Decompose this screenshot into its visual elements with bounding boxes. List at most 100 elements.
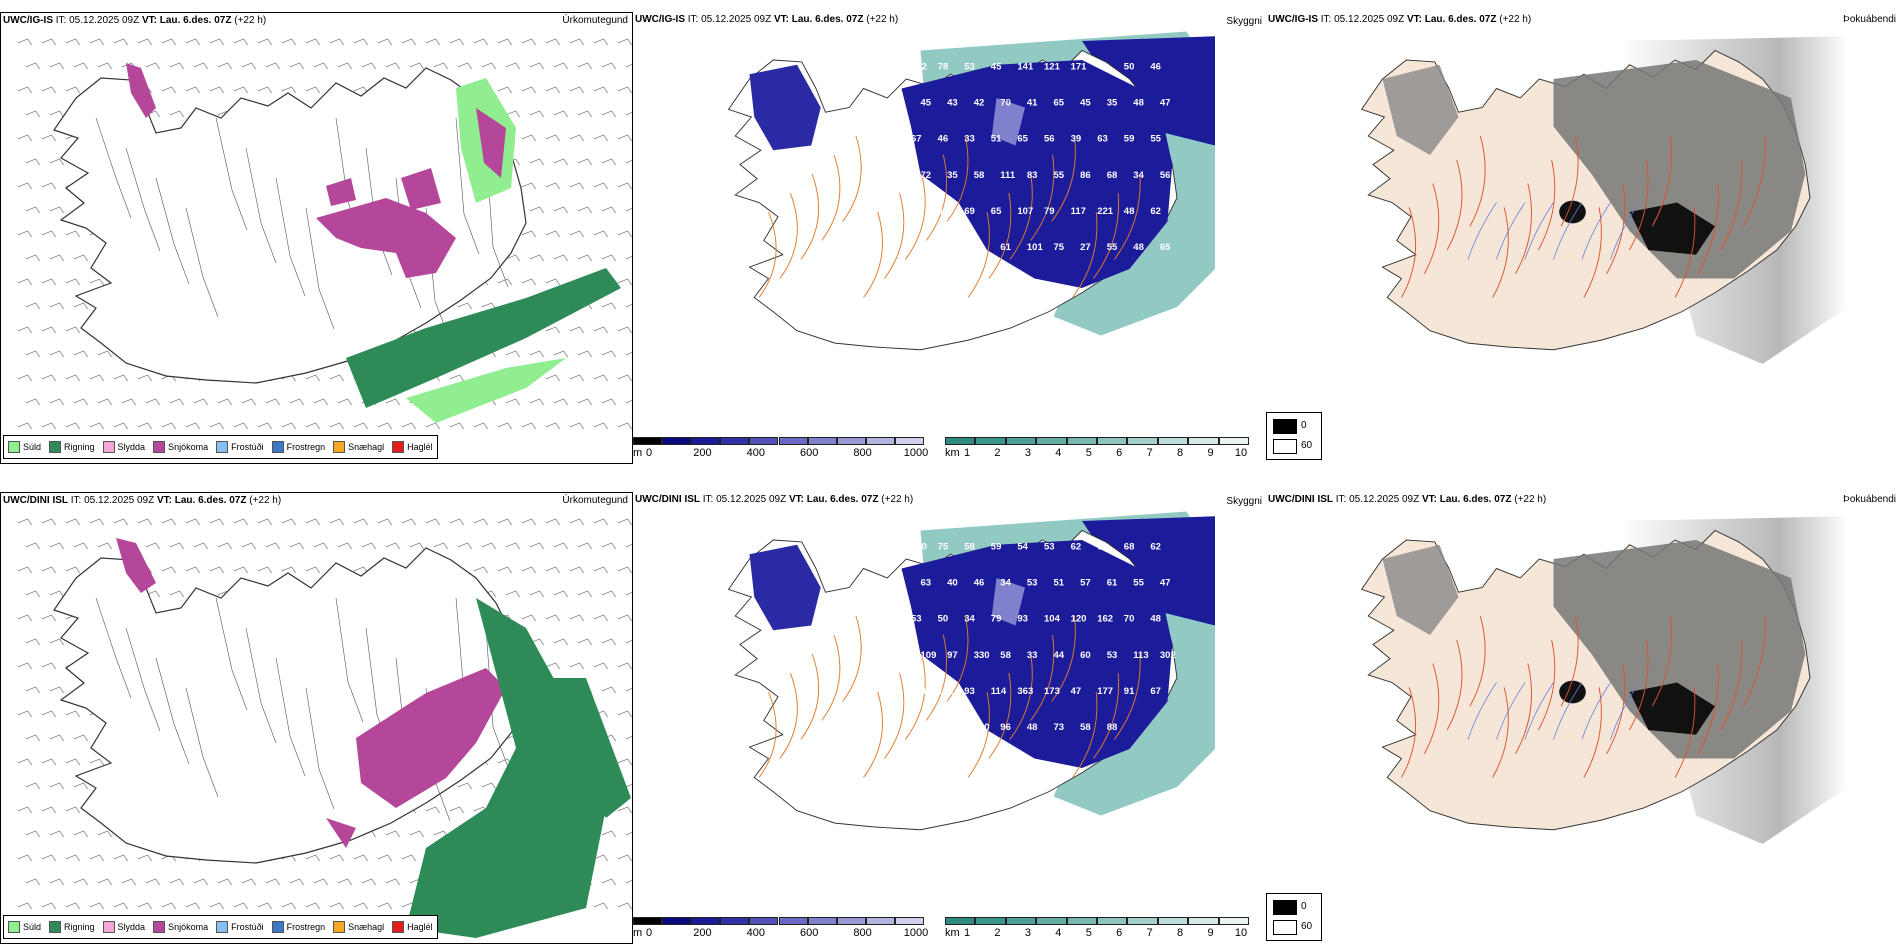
visibility-label: 53 — [964, 62, 975, 73]
panel-name: Úrkomutegund — [562, 15, 628, 26]
legend-label: Snæhagl — [348, 922, 385, 932]
visibility-label: 61 — [1000, 242, 1011, 253]
panel-name: Þokuábendi — [1843, 494, 1896, 505]
legend-item: Rigning — [49, 921, 95, 933]
colorbar-tick: 8 — [1177, 927, 1184, 939]
colorbar-tick: 600 — [800, 927, 819, 939]
panel-name: Þokuábendi — [1843, 14, 1896, 25]
visibility-label: 60 — [1080, 650, 1091, 661]
visibility-label: 83 — [1027, 170, 1038, 181]
fog-index-map — [1360, 516, 1848, 844]
legend-label: Haglél — [407, 922, 433, 932]
colorbar-tick: 3 — [1024, 927, 1031, 939]
visibility-label: 44 — [1054, 650, 1065, 661]
colorbar-segment — [633, 437, 663, 445]
colorbar-segment — [836, 437, 866, 445]
visibility-label: 56 — [1160, 170, 1171, 181]
legend-label: Frostúði — [231, 922, 264, 932]
visibility-label: 55 — [1133, 578, 1144, 589]
visibility-label: 49 — [1097, 62, 1108, 73]
colorbar-tick: 7 — [1146, 447, 1153, 459]
visibility-label: 210 — [911, 542, 927, 553]
visibility-label: 55 — [1054, 170, 1065, 181]
colorbar-segment — [1218, 437, 1249, 445]
legend-item: Frostregn — [271, 921, 325, 933]
fog-legend-label: 60 — [1301, 440, 1313, 451]
colorbar-segment — [778, 917, 808, 925]
visibility-label: 45 — [921, 98, 932, 109]
colorbar-unit: km — [945, 927, 960, 939]
legend-item: Snjókoma — [153, 441, 208, 453]
visibility-label: 141 — [1017, 62, 1034, 73]
colorbar-segment — [945, 437, 976, 445]
visibility-label: 302 — [911, 62, 927, 73]
legend-item: Súld — [8, 441, 41, 453]
fog-panel-bottom: UWC/DINI ISL IT: 05.12.2025 09Z VT: Lau.… — [1266, 492, 1900, 944]
legend-label: Frostúði — [231, 442, 264, 452]
visibility-label: 72 — [921, 170, 932, 181]
colorbar-tick: 6 — [1116, 447, 1123, 459]
visibility-label: 65 — [1017, 134, 1028, 145]
colorbar-tick: 5 — [1085, 927, 1092, 939]
colorbar-segment — [1157, 917, 1189, 925]
colorbar-segment — [1097, 917, 1128, 925]
visibility-label: 69 — [964, 206, 975, 217]
visibility-label: 47 — [1071, 686, 1082, 697]
visibility-label: 55 — [921, 242, 932, 253]
visibility-label: 140 — [974, 722, 990, 733]
colorbar-tick: 6 — [1116, 927, 1123, 939]
colorbar-segment — [1188, 917, 1219, 925]
visibility-label: 93 — [964, 686, 975, 697]
visibility-label: 171 — [1071, 62, 1088, 73]
colorbar-tick: 0 — [645, 927, 653, 939]
visibility-label: 76 — [921, 722, 932, 733]
visibility-label: 114 — [991, 686, 1007, 697]
visibility-label: 34 — [1000, 578, 1011, 589]
colorbar-tick: 4 — [1055, 447, 1062, 459]
colorbar-segment — [662, 437, 692, 445]
visibility-label: 59 — [1124, 134, 1135, 145]
fog-index-legend: 0 60 — [1266, 412, 1322, 460]
colorbar-segment — [1036, 437, 1067, 445]
legend-swatch — [392, 921, 405, 933]
colorbar-tick: 1000 — [903, 927, 929, 939]
visibility-label: 42 — [974, 98, 985, 109]
colorbar-tick: 1 — [963, 927, 971, 939]
visibility-label: 302 — [1160, 650, 1176, 661]
legend-item: Rigning — [49, 441, 95, 453]
colorbar-tick: 1000 — [903, 447, 929, 459]
visibility-label: 68 — [1124, 542, 1135, 553]
visibility-label: 97 — [947, 650, 958, 661]
visibility-label: 57 — [1080, 578, 1091, 589]
colorbar-tick: 600 — [800, 447, 819, 459]
colorbar-tick: 7 — [1146, 927, 1153, 939]
panel-title: UWC/DINI ISL IT: 05.12.2025 09Z VT: Lau.… — [1268, 494, 1547, 505]
colorbar-segment — [975, 437, 1006, 445]
visibility-label: 66 — [938, 206, 949, 217]
colorbar-segment — [1005, 917, 1037, 925]
fog-index-map — [1360, 36, 1848, 365]
legend-label: Slydda — [117, 922, 146, 932]
visibility-label: 120 — [1071, 614, 1087, 625]
visibility-label: 48 — [1124, 206, 1135, 217]
precip-type-panel-top: UWC/IG-IS IT: 05.12.2025 09Z VT: Lau. 6.… — [0, 12, 633, 464]
legend-item: Slydda — [102, 441, 145, 453]
visibility-label: 63 — [921, 578, 932, 589]
visibility-label: 41 — [1027, 98, 1038, 109]
colorbar-segment — [778, 437, 808, 445]
legend-swatch — [8, 921, 20, 933]
colorbar-tick: 9 — [1207, 927, 1214, 939]
legend-swatch — [333, 921, 346, 933]
precip-type-map — [17, 38, 632, 430]
fog-legend-label: 60 — [1301, 921, 1313, 932]
legend-swatch — [271, 441, 284, 453]
precip-type-map — [17, 518, 632, 938]
fog-legend-swatch — [1273, 439, 1297, 454]
visibility-map: 302 78 53 45 141 121 171 49 50 46 45 43 42 70 41 65 45 35… — [727, 31, 1215, 351]
fog-legend-label: 0 — [1301, 420, 1307, 431]
visibility-label: 48 — [1133, 98, 1144, 109]
legend-swatch — [102, 441, 115, 453]
visibility-label: 88 — [1107, 722, 1118, 733]
visibility-label: 79 — [991, 614, 1002, 625]
colorbar-segment — [865, 437, 895, 445]
